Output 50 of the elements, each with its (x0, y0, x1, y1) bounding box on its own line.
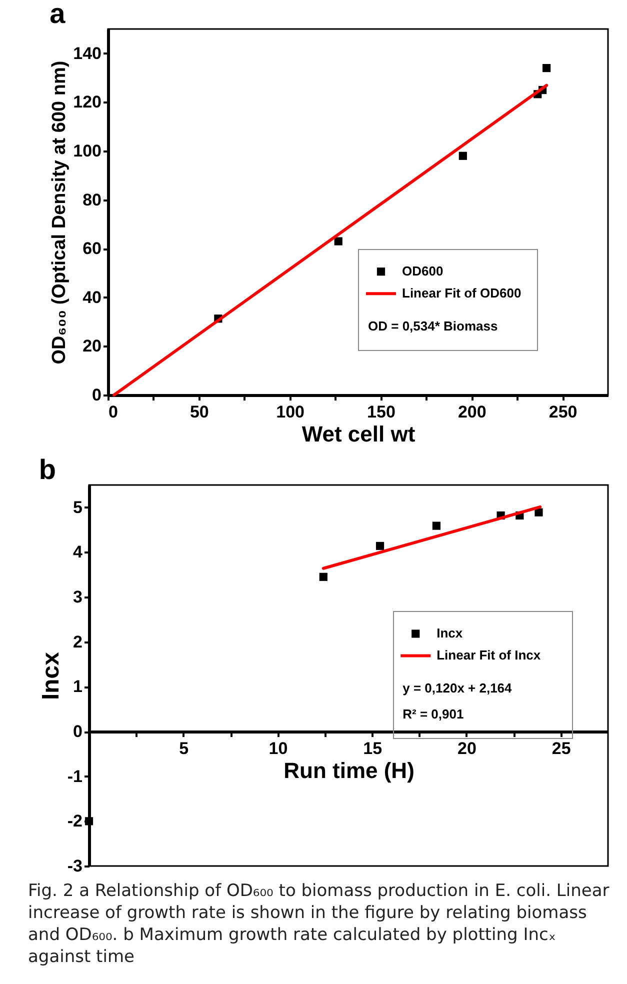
legend-label: Linear Fit of OD600 (402, 286, 522, 301)
point (458, 152, 467, 160)
point (376, 542, 384, 550)
y-tick-label: 20 (82, 336, 102, 356)
y-tick-label: 2 (73, 632, 82, 652)
x-tick-label: 200 (458, 402, 486, 422)
x-tick-label: 25 (552, 739, 571, 758)
chart-title: a (50, 0, 66, 29)
legend-label: Linear Fit of Incx (436, 648, 542, 663)
y-axis-title: Incx (37, 651, 64, 700)
point (319, 572, 328, 581)
caption: Fig. 2 a Relationship of OD₆₀₀ to biomass production in E. coli. Linear increase of growth rate is shown in the figure by relating biomass and OD₆₀₀. b Maximum growth rate calculated by plotting Incₓ against time (28, 880, 610, 968)
y-tick-label: 5 (73, 498, 82, 517)
point (432, 522, 440, 530)
y-tick-label: 140 (73, 44, 102, 63)
y-tick-label: -2 (67, 812, 82, 831)
x-axis-title: Wet cell wt (302, 422, 416, 446)
annotation: OD = 0,534* Biomass (368, 318, 498, 334)
x-tick-label: 50 (190, 402, 209, 422)
y-tick-label: 0 (92, 386, 102, 404)
annotation: R² = 0,901 (402, 706, 464, 722)
x-tick-label: 5 (179, 739, 189, 758)
x-axis-title: Run time (H) (284, 758, 414, 784)
point (84, 817, 94, 826)
point (542, 64, 551, 72)
y-tick-label: 1 (73, 677, 82, 696)
y-tick-label: 0 (73, 722, 82, 742)
y-tick-label: -3 (67, 856, 82, 876)
y-tick-label: 100 (73, 142, 102, 160)
x-tick-label: 100 (276, 402, 305, 422)
x-tick-label: 15 (363, 739, 382, 758)
y-tick-label: 80 (82, 190, 102, 210)
y-tick-label: -1 (67, 766, 82, 786)
y-axis-title: OD₆₀₀ (Optical Density at 600 nm) (49, 60, 70, 364)
y-tick-label: 60 (82, 239, 102, 258)
y-tick-label: 40 (82, 288, 102, 307)
x-tick-label: 0 (108, 402, 118, 422)
point (334, 237, 342, 246)
point (534, 508, 543, 516)
chart-title: b (38, 454, 56, 485)
x-tick-label: 150 (367, 402, 396, 422)
annotation: y = 0,120x + 2,164 (402, 680, 513, 696)
x-tick-label: 250 (548, 402, 578, 422)
legend-label: OD600 (402, 264, 444, 279)
legend-label: Incx (436, 626, 464, 641)
y-tick-label: 4 (73, 542, 84, 562)
x-tick-label: 10 (268, 739, 288, 758)
x-tick-label: 20 (457, 739, 476, 758)
y-tick-label: 120 (73, 92, 102, 112)
y-tick-label: 3 (73, 588, 82, 607)
